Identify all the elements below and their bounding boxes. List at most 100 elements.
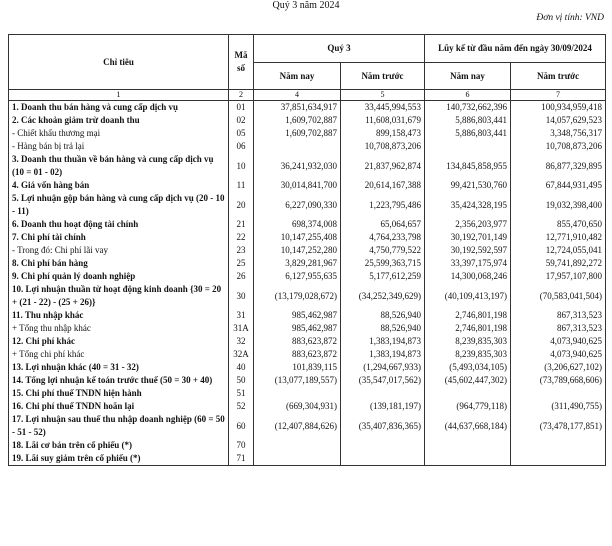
row-code: 60	[228, 413, 254, 439]
unit: Đơn vị tính: VND	[536, 13, 604, 23]
table-head: Chỉ tiêu Mã số Quý 3 Lũy kế từ đầu năm đ…	[8, 34, 607, 101]
row-label: + Tổng thu nhập khác	[8, 322, 229, 335]
column-index: 4	[253, 89, 341, 101]
table-row: 2. Các khoản giảm trừ doanh thu 02 1,609,7…	[8, 114, 607, 127]
value-cell: 1,223,795,486	[339, 192, 426, 218]
sub-header: Năm trước	[510, 62, 607, 90]
value-cell: 65,064,657	[339, 218, 426, 231]
row-label: + Tổng chi phí khác	[8, 348, 229, 361]
value-cell: 12,724,055,041	[510, 244, 607, 257]
row-label: 11. Thu nhập khác	[8, 309, 229, 322]
value-cell: 86,877,329,895	[510, 153, 607, 179]
table-row: 12. Chi phí khác 32 883,623,872 1,383,194,8…	[8, 335, 607, 348]
sub-header: Năm trước	[339, 62, 426, 90]
table-row: 4. Giá vốn hàng bán 11 30,014,841,700 20,61…	[8, 179, 607, 192]
sub-header: Năm nay	[253, 62, 341, 90]
value-cell: 8,239,835,303	[424, 335, 512, 348]
row-label: 3. Doanh thu thuần về bán hàng và cung c…	[8, 153, 229, 179]
value-cell: 140,732,662,396	[424, 100, 512, 114]
value-cell: 101,839,115	[253, 361, 341, 374]
row-label: 9. Chi phí quản lý doanh nghiệp	[8, 270, 229, 283]
value-cell: (35,407,836,365)	[339, 413, 426, 439]
table-row: 18. Lãi cơ bản trên cổ phiếu (*) 70	[8, 439, 607, 452]
income-table: Chỉ tiêu Mã số Quý 3 Lũy kế từ đầu năm đ…	[8, 34, 607, 466]
col-header: Mã số	[228, 34, 254, 90]
table-row: 1. Doanh thu bán hàng và cung cấp dịch v…	[8, 100, 607, 114]
value-cell: 59,741,892,272	[510, 257, 607, 270]
value-cell	[510, 452, 607, 466]
table-row: 11. Thu nhập khác 31 985,462,987 88,526,940…	[8, 309, 607, 322]
row-code: 11	[228, 179, 254, 192]
value-cell: (40,109,413,197)	[424, 283, 512, 309]
value-cell: 985,462,987	[253, 309, 341, 322]
value-cell: 10,708,873,206	[510, 140, 607, 153]
value-cell: 1,609,702,887	[253, 127, 341, 140]
row-label: 17. Lợi nhuận sau thuế thu nhập doanh ng…	[8, 413, 229, 439]
title: Quý 3 năm 2024	[272, 0, 340, 11]
table-row: 10. Lợi nhuận thuần từ hoạt động kinh do…	[8, 283, 607, 309]
value-cell: (669,304,931)	[253, 400, 341, 413]
value-cell: 1,383,194,873	[339, 335, 426, 348]
table-row: - Chiết khấu thương mại 05 1,609,702,887 89…	[8, 127, 607, 140]
value-cell	[339, 387, 426, 400]
value-cell	[253, 140, 341, 153]
value-cell: 4,750,779,522	[339, 244, 426, 257]
table-row: + Tổng chi phí khác 32A 883,623,872 1,383,1…	[8, 348, 607, 361]
table-row: - Hàng bán bị trả lại 06 10,708,873,206 10,…	[8, 140, 607, 153]
value-cell: 88,526,940	[339, 322, 426, 335]
row-code: 32A	[228, 348, 254, 361]
value-cell: 2,746,801,198	[424, 322, 512, 335]
row-label: - Trong đó: Chi phí lãi vay	[8, 244, 229, 257]
value-cell: 3,348,756,317	[510, 127, 607, 140]
value-cell: (3,206,627,102)	[510, 361, 607, 374]
table-row: 3. Doanh thu thuần về bán hàng và cung c…	[8, 153, 607, 179]
column-index: 2	[228, 89, 254, 101]
value-cell: 19,032,398,400	[510, 192, 607, 218]
value-cell: 10,147,252,280	[253, 244, 341, 257]
value-cell: 5,177,612,259	[339, 270, 426, 283]
row-label: 14. Tổng lợi nhuận kế toán trước thuế (5…	[8, 374, 229, 387]
value-cell	[424, 387, 512, 400]
column-index: 1	[8, 89, 229, 101]
value-cell	[339, 452, 426, 466]
value-cell	[424, 439, 512, 452]
value-cell: 883,623,872	[253, 348, 341, 361]
value-cell: 11,608,031,679	[339, 114, 426, 127]
row-code: 71	[228, 452, 254, 466]
value-cell: 1,609,702,887	[253, 114, 341, 127]
row-label: 7. Chi phí tài chính	[8, 231, 229, 244]
value-cell: 30,192,701,149	[424, 231, 512, 244]
value-cell: 2,746,801,198	[424, 309, 512, 322]
row-code: 25	[228, 257, 254, 270]
value-cell: (34,252,349,629)	[339, 283, 426, 309]
row-code: 30	[228, 283, 254, 309]
column-index: 7	[510, 89, 607, 101]
value-cell: 14,300,068,246	[424, 270, 512, 283]
row-code: 26	[228, 270, 254, 283]
value-cell: 4,764,233,798	[339, 231, 426, 244]
table-row: 5. Lợi nhuận gộp bán hàng và cung cấp dị…	[8, 192, 607, 218]
value-cell: (35,547,017,562)	[339, 374, 426, 387]
row-label: 16. Chi phí thuế TNDN hoãn lại	[8, 400, 229, 413]
col-header: Chỉ tiêu	[8, 34, 229, 90]
value-cell: 867,313,523	[510, 322, 607, 335]
value-cell: (44,637,668,184)	[424, 413, 512, 439]
value-cell: (73,789,668,606)	[510, 374, 607, 387]
value-cell: 698,374,008	[253, 218, 341, 231]
row-code: 50	[228, 374, 254, 387]
row-label: 13. Lợi nhuận khác (40 = 31 - 32)	[8, 361, 229, 374]
table-row: 8. Chi phí bán hàng 25 3,829,281,967 25,599…	[8, 257, 607, 270]
value-cell	[339, 439, 426, 452]
row-code: 31A	[228, 322, 254, 335]
value-cell: 88,526,940	[339, 309, 426, 322]
row-label: 5. Lợi nhuận gộp bán hàng và cung cấp dị…	[8, 192, 229, 218]
value-cell: 6,127,955,635	[253, 270, 341, 283]
value-cell: 17,957,107,800	[510, 270, 607, 283]
row-code: 23	[228, 244, 254, 257]
col-header: Lũy kế từ đầu năm đến ngày 30/09/2024	[424, 34, 607, 63]
table-row: 14. Tổng lợi nhuận kế toán trước thuế (5…	[8, 374, 607, 387]
row-code: 22	[228, 231, 254, 244]
row-code: 31	[228, 309, 254, 322]
value-cell: 2,356,203,977	[424, 218, 512, 231]
value-cell: 67,844,931,495	[510, 179, 607, 192]
